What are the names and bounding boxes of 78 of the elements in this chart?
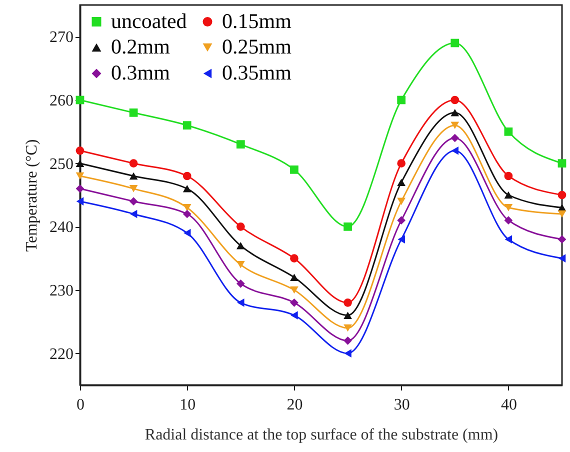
x-tick-label: 40 [500,396,517,414]
point [450,122,460,129]
point [236,261,245,268]
point [344,222,352,231]
legend-label: 0.25mm [222,34,292,58]
x-tick-label: 0 [76,396,84,414]
legend-label: 0.15mm [222,8,292,33]
point [558,159,566,168]
point [450,38,460,48]
point [129,172,138,180]
point [504,172,513,180]
point [129,197,138,206]
legend-label: 0.35mm [222,60,292,84]
point [290,311,298,320]
point [397,178,406,186]
legend-label: 0.3mm [111,60,170,84]
point [236,140,245,149]
y-tick-label: 220 [50,346,74,363]
point [182,172,192,180]
legend-label: 0.2mm [111,34,170,58]
point [182,185,192,192]
point [290,274,298,281]
point [397,216,406,225]
x-axis-title: Radial distance at the top surface of the substrate (mm) [144,426,498,444]
y-tick-label: 270 [50,29,74,46]
point [450,109,460,116]
point [397,96,406,104]
point [344,349,352,358]
point [76,172,84,180]
point [236,222,245,231]
point [397,198,406,205]
point [236,279,245,288]
point [558,210,566,218]
point [344,324,352,332]
y-tick-label: 250 [50,156,74,173]
point [558,254,566,263]
y-axis-title: Temperature (°C) [24,139,40,252]
point [504,127,513,136]
point [558,190,566,200]
point [129,185,138,192]
x-tick-label: 10 [180,396,196,414]
y-tick-label: 230 [50,282,74,300]
point [290,165,298,174]
point [182,121,192,130]
point [558,235,566,244]
point [290,298,298,307]
point [344,312,352,319]
point [397,159,406,168]
point [504,235,512,244]
point [344,336,352,345]
point [76,160,84,167]
point [504,216,513,225]
point [504,191,513,199]
point [129,159,138,168]
point [451,146,459,155]
point [290,286,298,294]
point [129,108,138,117]
y-tick-label: 260 [50,92,74,110]
point [290,254,298,263]
point [182,204,192,212]
point [76,96,84,104]
x-tick-label: 20 [286,396,303,414]
point [450,134,460,142]
legend-label: uncoated [111,8,188,33]
point [130,210,138,218]
point [398,235,405,244]
point [182,210,192,218]
point [450,96,460,104]
point [237,298,244,307]
y-tick-label: 240 [50,219,74,236]
point [344,298,352,307]
point [76,146,84,155]
point [76,197,84,206]
point [504,204,513,212]
point [236,242,245,250]
x-tick-label: 30 [394,396,410,414]
point [76,184,84,193]
point [183,228,191,238]
